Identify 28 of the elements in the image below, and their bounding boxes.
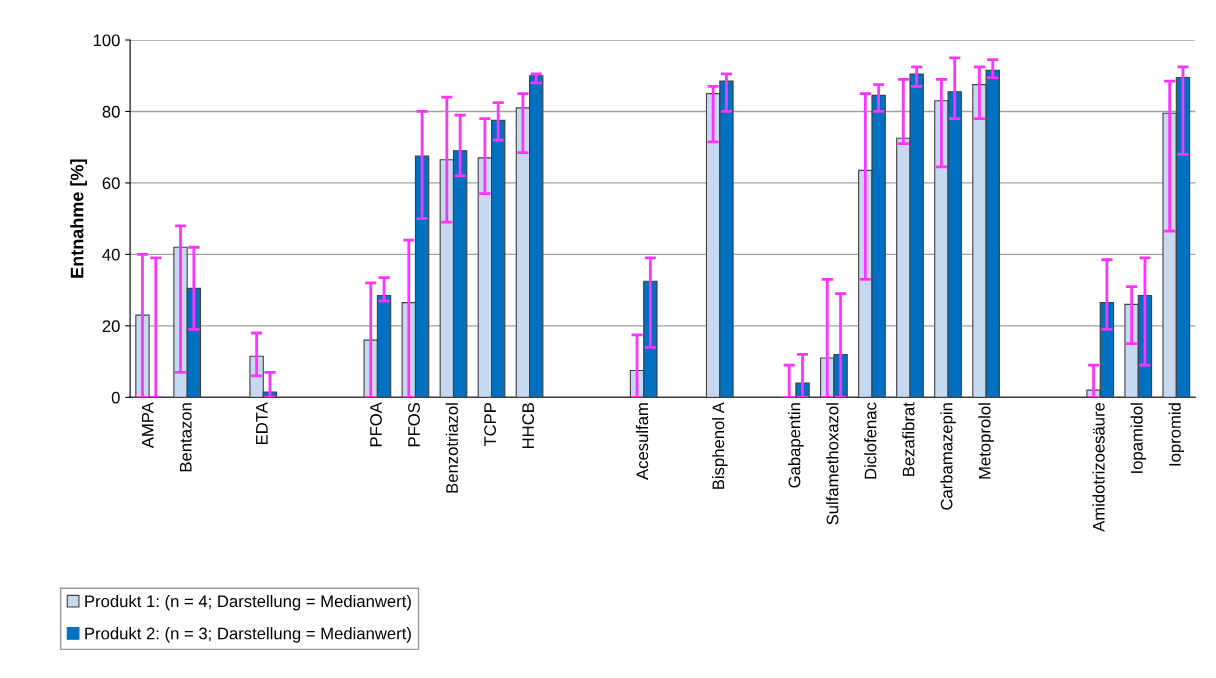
x-tick-label: Carbamazepin	[940, 403, 956, 510]
x-tick-label: Amidotrizoesäure	[1092, 402, 1105, 532]
x-tick-label: HHCB	[522, 403, 535, 449]
x-tick-label: Sulfamethoxazol	[826, 403, 839, 525]
y-tick-label: 100	[93, 34, 120, 47]
x-tick-label: Gabapentin	[788, 403, 804, 488]
x-tick-label: PFOS	[408, 402, 420, 447]
x-tick-label: Iopamidol	[1130, 403, 1147, 473]
x-tick-label: AMPA	[141, 402, 154, 449]
y-tick-label: 80	[102, 105, 120, 118]
x-tick-label: EDTA	[256, 402, 268, 445]
x-tick-label: Bezafibrat	[902, 402, 915, 476]
x-tick-label: Bentazon	[180, 403, 192, 472]
y-tick-label: 40	[102, 248, 120, 261]
x-tick-label: Benzotriazol	[445, 403, 458, 493]
x-tick-label: Diclofenac	[864, 402, 877, 479]
y-tick-label: 20	[102, 320, 120, 333]
x-tick-label: TCPP	[484, 403, 496, 447]
x-tick-label: Iopromid	[1168, 403, 1185, 466]
legend-label: Produkt 1: (n = 4; Darstellung = Medianwert)	[85, 594, 411, 611]
x-tick-label: Bisphenol A	[712, 402, 728, 489]
y-tick-label: 60	[102, 177, 120, 190]
x-tick-label: Metoprolol	[978, 403, 994, 479]
legend-label: Produkt 2: (n = 3; Darstellung = Medianwert)	[85, 627, 411, 643]
x-tick-label: PFOA	[370, 402, 382, 447]
y-axis-title: Entnahme [%]	[70, 159, 88, 278]
y-tick-label: 0	[111, 391, 120, 404]
x-tick-label: Acesulfam	[635, 403, 649, 480]
